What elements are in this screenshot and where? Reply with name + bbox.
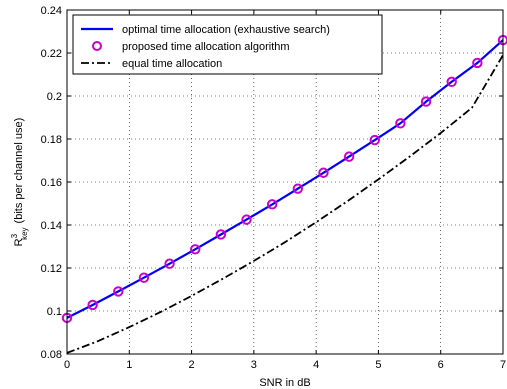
x-tick-label: 6 (438, 359, 444, 371)
data-point-proposed (190, 244, 201, 255)
y-tick-label: 0.22 (41, 48, 62, 60)
data-point-proposed (87, 299, 98, 311)
data-point-proposed (241, 214, 252, 225)
data-point-proposed (138, 272, 150, 283)
legend-box (72, 14, 383, 75)
x-axis-label: SNR in dB (259, 377, 310, 389)
y-tick-label: 0.12 (41, 263, 62, 275)
legend-label-equal: equal time allocation (122, 58, 222, 70)
data-point-proposed (164, 258, 175, 269)
y-tick-label: 0.16 (41, 177, 62, 189)
x-tick-label: 3 (251, 359, 257, 371)
x-tick-label: 4 (313, 359, 319, 371)
legend: optimal time allocation (exhaustive sear… (72, 14, 383, 75)
x-tick-label: 2 (189, 359, 195, 371)
y-label-superscript: 3 (10, 233, 19, 238)
data-point-proposed (369, 134, 380, 146)
x-tick-label: 5 (375, 359, 381, 371)
data-point-proposed (113, 286, 124, 297)
legend-swatch-proposed (92, 41, 102, 51)
data-point-proposed (343, 151, 355, 162)
data-point-proposed (266, 199, 278, 210)
data-point-proposed (215, 229, 227, 240)
series-line-optimal (66, 39, 504, 319)
y-label-subscript: key (20, 227, 29, 239)
legend-label-proposed: proposed time allocation algorithm (122, 41, 290, 53)
x-tick-label: 0 (64, 359, 70, 371)
plot-frame (66, 9, 504, 355)
y-tick-label: 0.1 (47, 306, 62, 318)
y-tick-label: 0.18 (41, 134, 62, 146)
series-line-equal (66, 54, 504, 354)
y-label-main: R (13, 238, 25, 246)
data-point-proposed (318, 167, 329, 178)
data-point-proposed (472, 57, 483, 69)
y-tick-label: 0.2 (47, 91, 62, 103)
data-point-proposed (420, 96, 432, 107)
x-tick-label: 7 (500, 359, 506, 371)
y-tick-label: 0.14 (41, 220, 62, 232)
data-point-proposed (395, 118, 406, 129)
y-label-units: (bits per channel use) (13, 118, 25, 224)
y-tick-label: 0.24 (41, 5, 62, 17)
x-tick-label: 1 (126, 359, 132, 371)
series-group (61, 34, 507, 354)
y-axis-label: R3key (bits per channel use) (10, 118, 29, 247)
data-point-proposed (292, 183, 304, 194)
legend-label-optimal: optimal time allocation (exhaustive sear… (122, 24, 330, 36)
y-tick-label: 0.08 (41, 349, 62, 361)
data-point-proposed (446, 76, 457, 88)
axis-ticks: 0 1 2 3 4 5 6 7 0.08 0.1 0.12 0.14 0.16 0.18 0.2 0.22 0.… (41, 5, 506, 371)
